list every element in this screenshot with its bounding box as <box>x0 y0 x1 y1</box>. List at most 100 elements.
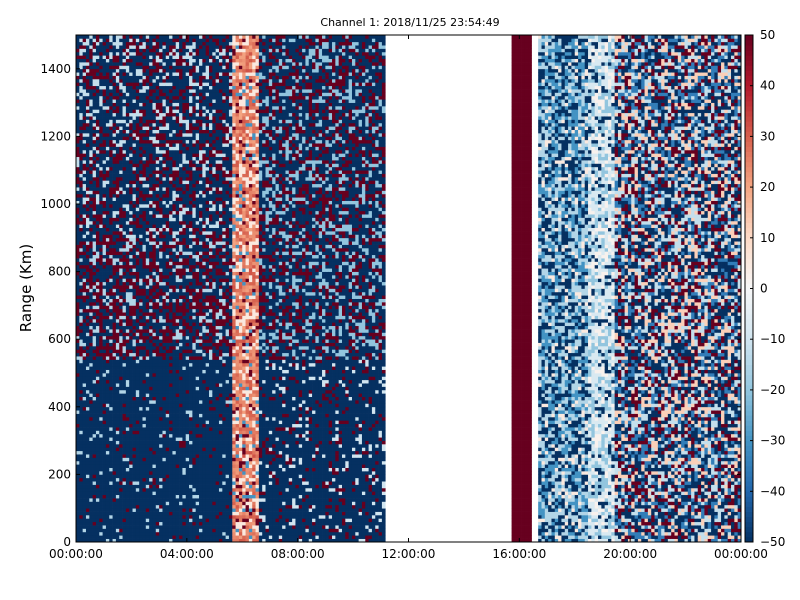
colorbar-segment <box>745 390 753 395</box>
colorbar-segment <box>745 243 753 248</box>
colorbar-segment <box>745 162 753 167</box>
colorbar-segment <box>745 223 753 228</box>
colorbar-segment <box>745 329 753 334</box>
colorbar-segment <box>745 157 753 162</box>
y-tick-label: 600 <box>48 332 71 346</box>
colorbar-segment <box>745 476 753 481</box>
colorbar-segment <box>745 268 753 273</box>
colorbar-segment <box>745 141 753 146</box>
colorbar-segment <box>745 111 753 116</box>
colorbar-segment <box>745 446 753 451</box>
colorbar-segment <box>745 202 753 207</box>
colorbar-segment <box>745 456 753 461</box>
colorbar-segment <box>745 512 753 517</box>
colorbar-segment <box>745 420 753 425</box>
colorbar-segment <box>745 289 753 294</box>
y-tick-label: 200 <box>48 467 71 481</box>
colorbar-segment <box>745 212 753 217</box>
colorbar-segment <box>745 207 753 212</box>
y-tick-label: 1400 <box>40 62 71 76</box>
colorbar-segment <box>745 294 753 299</box>
colorbar-segment <box>745 65 753 70</box>
colorbar-segment <box>745 273 753 278</box>
colorbar-segment <box>745 45 753 50</box>
colorbar-segment <box>745 76 753 81</box>
colorbar-segment <box>745 192 753 197</box>
colorbar-tick-label: 40 <box>760 79 775 93</box>
colorbar-tick-label: 20 <box>760 180 775 194</box>
colorbar-segment <box>745 263 753 268</box>
colorbar-segment <box>745 136 753 141</box>
colorbar-segment <box>745 359 753 364</box>
colorbar-segment <box>745 349 753 354</box>
colorbar-segment <box>745 410 753 415</box>
colorbar-segment <box>745 430 753 435</box>
colorbar-segment <box>745 471 753 476</box>
x-tick-label: 16:00:00 <box>492 547 546 561</box>
colorbar-segment <box>745 527 753 532</box>
colorbar-segment <box>745 35 753 40</box>
colorbar-segment <box>745 299 753 304</box>
colorbar-segment <box>745 507 753 512</box>
colorbar-tick-label: 50 <box>760 28 775 42</box>
colorbar-segment <box>745 319 753 324</box>
colorbar-segment <box>745 517 753 522</box>
colorbar-segment <box>745 172 753 177</box>
x-tick-label: 08:00:00 <box>271 547 325 561</box>
y-tick-label: 0 <box>63 535 71 549</box>
colorbar-tick-label: −20 <box>760 383 785 397</box>
y-tick-label: 800 <box>48 265 71 279</box>
colorbar-segment <box>745 532 753 537</box>
colorbar-segment <box>745 55 753 60</box>
colorbar-segment <box>745 344 753 349</box>
colorbar-segment <box>745 116 753 121</box>
chart-title: Channel 1: 2018/11/25 23:54:49 <box>320 16 499 29</box>
colorbar-segment <box>745 177 753 182</box>
colorbar-segment <box>745 248 753 253</box>
colorbar-segment <box>745 60 753 65</box>
colorbar-segment <box>745 197 753 202</box>
colorbar-segment <box>745 187 753 192</box>
colorbar-segment <box>745 380 753 385</box>
colorbar-segment <box>745 400 753 405</box>
colorbar-segment <box>745 101 753 106</box>
colorbar-tick-label: −30 <box>760 434 785 448</box>
colorbar-segment <box>745 278 753 283</box>
colorbar-segment <box>745 304 753 309</box>
colorbar-segment <box>745 96 753 101</box>
colorbar-segment <box>745 258 753 263</box>
colorbar-segment <box>745 501 753 506</box>
colorbar-segment <box>745 126 753 131</box>
colorbar-segment <box>745 121 753 126</box>
colorbar-tick-label: 30 <box>760 129 775 143</box>
colorbar-tick-label: −40 <box>760 484 785 498</box>
colorbar-segment <box>745 405 753 410</box>
colorbar-tick-label: 10 <box>760 231 775 245</box>
colorbar-segment <box>745 339 753 344</box>
colorbar-tick-label: 0 <box>760 282 768 296</box>
y-tick-label: 1200 <box>40 129 71 143</box>
colorbar-segment <box>745 365 753 370</box>
y-axis-label: Range (Km) <box>17 244 35 332</box>
colorbar-tick-label: −10 <box>760 332 785 346</box>
colorbar-segment <box>745 354 753 359</box>
colorbar-segment <box>745 228 753 233</box>
colorbar-segment <box>745 481 753 486</box>
colorbar-segment <box>745 309 753 314</box>
colorbar-segment <box>745 91 753 96</box>
colorbar-segment <box>745 522 753 527</box>
colorbar-segment <box>745 50 753 55</box>
colorbar-segment <box>745 415 753 420</box>
colorbar-segment <box>745 238 753 243</box>
colorbar-segment <box>745 218 753 223</box>
colorbar-segment <box>745 40 753 45</box>
colorbar-segment <box>745 86 753 91</box>
colorbar-segment <box>745 375 753 380</box>
x-tick-label: 12:00:00 <box>382 547 436 561</box>
colorbar-segment <box>745 425 753 430</box>
colorbar-segment <box>745 451 753 456</box>
colorbar-segment <box>745 253 753 258</box>
colorbar-segment <box>745 147 753 152</box>
colorbar-segment <box>745 152 753 157</box>
